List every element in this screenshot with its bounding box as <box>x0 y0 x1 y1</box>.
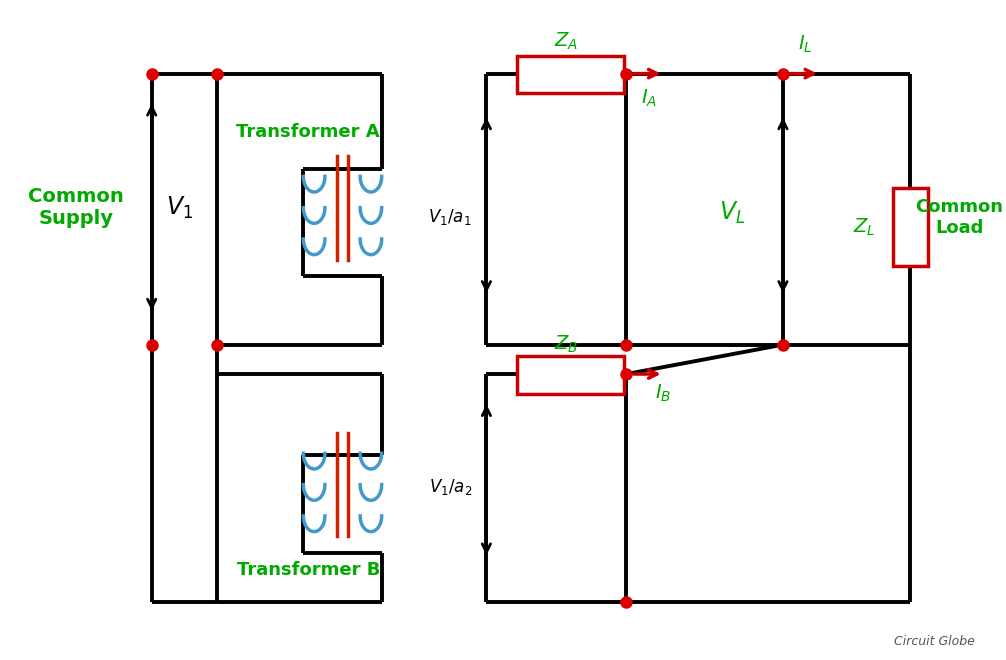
Text: Transformer B: Transformer B <box>236 561 380 579</box>
Text: $V_1/a_2$: $V_1/a_2$ <box>429 477 472 496</box>
Bar <box>517 56 625 93</box>
Bar <box>517 356 625 393</box>
Text: $V_1/a_1$: $V_1/a_1$ <box>429 207 472 228</box>
Text: Common
Supply: Common Supply <box>28 187 124 228</box>
Text: $I_B$: $I_B$ <box>655 383 672 405</box>
Bar <box>892 188 928 267</box>
Text: Common
Load: Common Load <box>915 198 1003 237</box>
Text: $Z_B$: $Z_B$ <box>553 334 577 355</box>
Text: $I_L$: $I_L$ <box>798 34 813 55</box>
Text: $V_L$: $V_L$ <box>719 199 745 226</box>
Text: Circuit Globe: Circuit Globe <box>894 635 975 647</box>
Text: $Z_L$: $Z_L$ <box>853 216 876 238</box>
Text: $I_A$: $I_A$ <box>641 87 657 109</box>
Text: $Z_A$: $Z_A$ <box>553 30 577 52</box>
Text: Transformer A: Transformer A <box>236 123 380 141</box>
Text: $V_1$: $V_1$ <box>166 195 192 220</box>
